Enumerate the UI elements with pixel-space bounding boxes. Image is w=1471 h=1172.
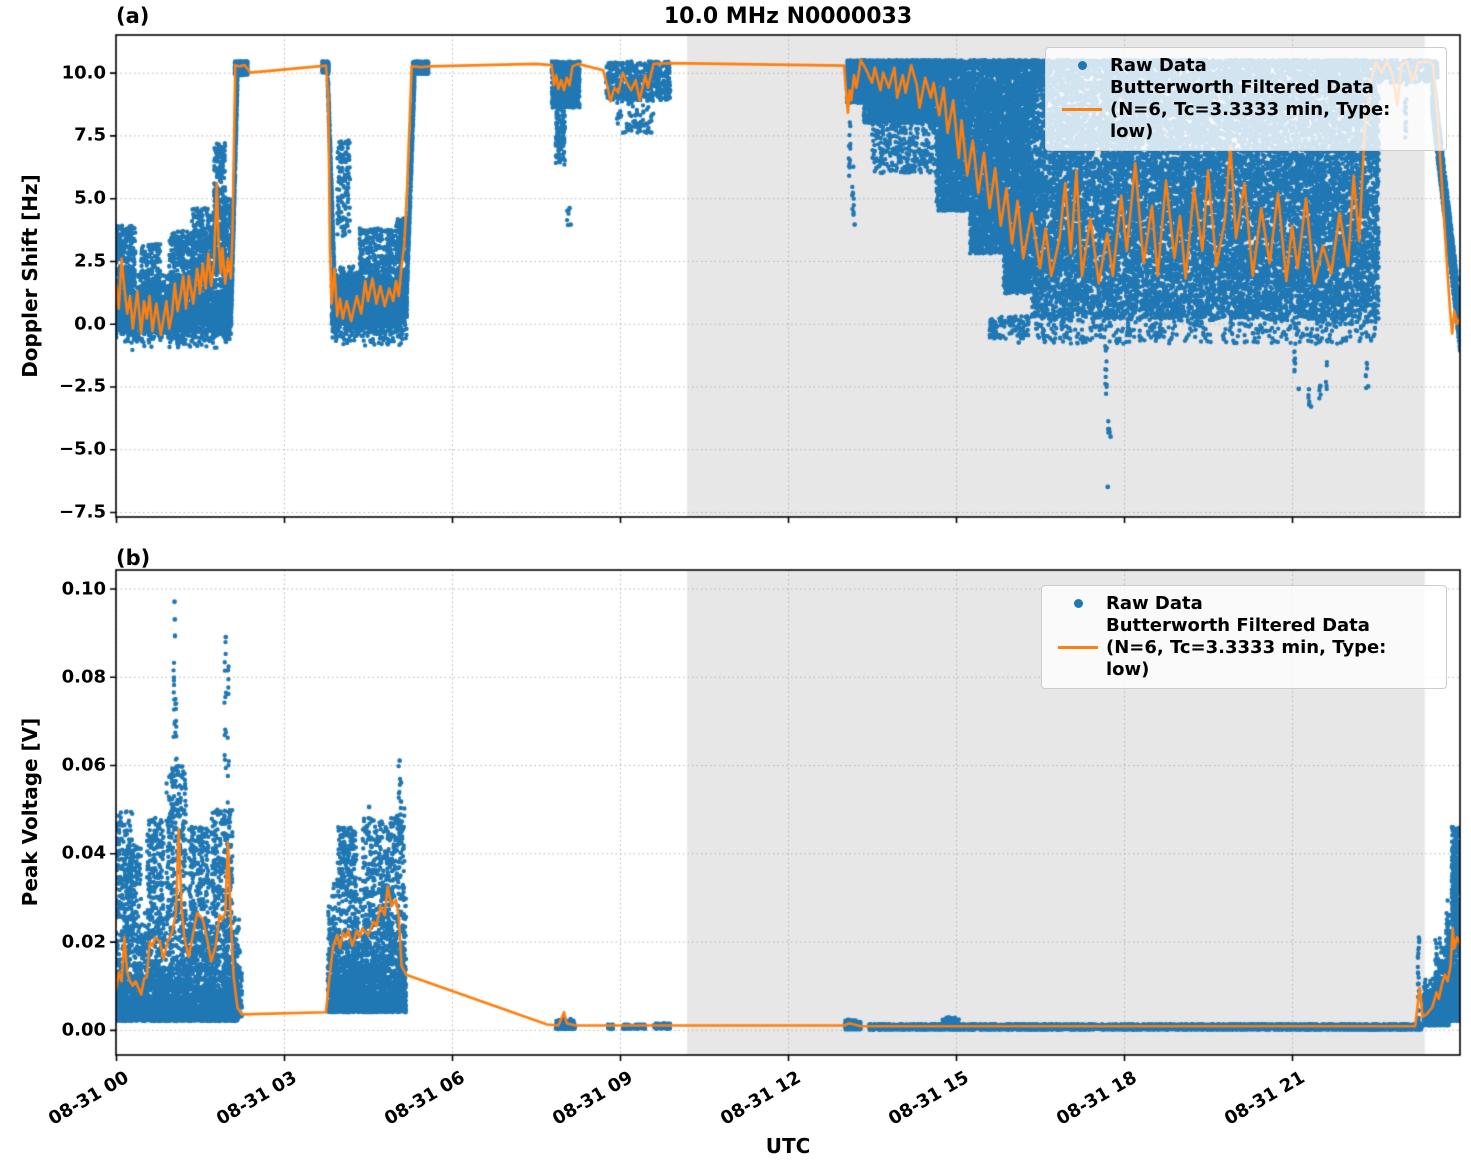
legend-raw-label: Raw Data bbox=[1110, 55, 1207, 76]
raw-data-marker-column bbox=[1050, 599, 1106, 609]
panel-b-ytick-0.06: 0.06 bbox=[61, 754, 106, 776]
panel-a-ytick-10.0: 10.0 bbox=[61, 62, 106, 84]
panel-a-ytick-7.5: 7.5 bbox=[74, 124, 106, 146]
panel-a-ytick-5.0: 5.0 bbox=[74, 187, 106, 209]
panel-b-ytick-0.08: 0.08 bbox=[61, 666, 106, 688]
legend-row-filtered: Butterworth Filtered Data (N=6, Tc=3.3333… bbox=[1054, 77, 1436, 143]
raw-data-marker-column bbox=[1054, 61, 1110, 71]
x-axis-label: UTC bbox=[765, 1134, 811, 1158]
panel-b-ytick-0.04: 0.04 bbox=[61, 842, 106, 864]
legend-raw-label: Raw Data bbox=[1106, 593, 1203, 614]
legend-filtered-line1: Butterworth Filtered Data bbox=[1110, 76, 1374, 98]
legend-row-raw: Raw Data bbox=[1050, 593, 1436, 615]
legend-filtered-line2: (N=6, Tc=3.3333 min, Type: low) bbox=[1110, 98, 1391, 142]
filtered-marker-column bbox=[1050, 646, 1106, 650]
legend-filtered-label: Butterworth Filtered Data (N=6, Tc=3.3333… bbox=[1106, 615, 1436, 681]
panel-a-ytick-−7.5: −7.5 bbox=[59, 501, 106, 523]
panel-b-label: (b) bbox=[116, 546, 151, 570]
panel-a-ytick-−2.5: −2.5 bbox=[59, 375, 106, 397]
panel-b-y-axis-label: Peak Voltage [V] bbox=[18, 717, 42, 907]
legend-filtered-line1: Butterworth Filtered Data bbox=[1106, 614, 1370, 636]
filtered-line-icon bbox=[1062, 108, 1102, 112]
panel-a-ytick-2.5: 2.5 bbox=[74, 250, 106, 272]
legend-panel-a: Raw Data Butterworth Filtered Data (N=6, … bbox=[1045, 47, 1447, 151]
panel-b-ytick-0.00: 0.00 bbox=[61, 1019, 106, 1041]
panel-a-label: (a) bbox=[116, 4, 150, 28]
legend-filtered-label: Butterworth Filtered Data (N=6, Tc=3.3333… bbox=[1110, 77, 1436, 143]
filtered-line-icon bbox=[1058, 646, 1098, 650]
panel-a-ytick-−5.0: −5.0 bbox=[59, 438, 106, 460]
panel-b-ytick-0.02: 0.02 bbox=[61, 931, 106, 953]
legend-row-raw: Raw Data bbox=[1054, 55, 1436, 77]
panel-a-ytick-0.0: 0.0 bbox=[74, 313, 106, 335]
filtered-marker-column bbox=[1054, 108, 1110, 112]
legend-panel-b: Raw Data Butterworth Filtered Data (N=6, … bbox=[1041, 585, 1447, 689]
panel-b-ytick-0.10: 0.10 bbox=[61, 578, 106, 600]
panel-a-y-axis-label: Doppler Shift [Hz] bbox=[18, 174, 42, 378]
figure-title: 10.0 MHz N0000033 bbox=[663, 4, 913, 29]
raw-data-dot-icon bbox=[1077, 61, 1087, 71]
legend-filtered-line2: (N=6, Tc=3.3333 min, Type: low) bbox=[1106, 636, 1387, 680]
legend-row-filtered: Butterworth Filtered Data (N=6, Tc=3.3333… bbox=[1050, 615, 1436, 681]
raw-data-dot-icon bbox=[1073, 599, 1083, 609]
